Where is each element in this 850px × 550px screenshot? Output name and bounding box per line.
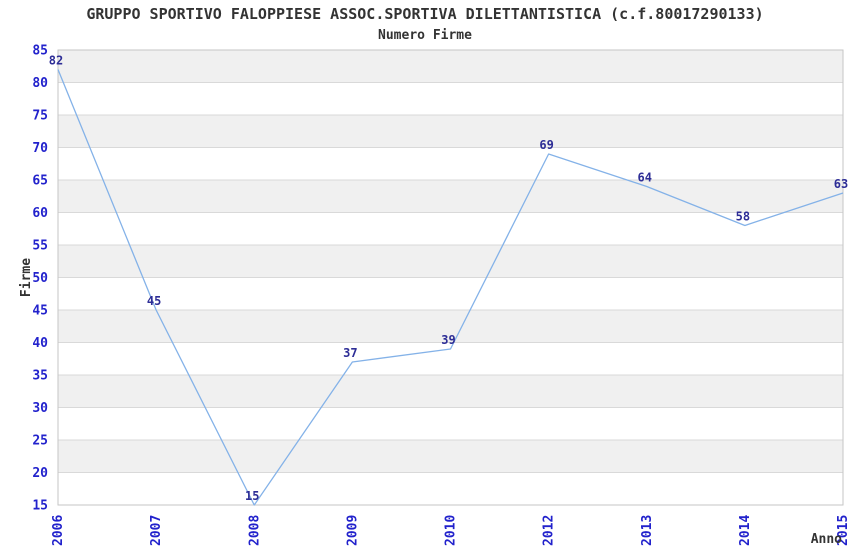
point-label: 63: [834, 177, 848, 191]
x-axis-title: Anno: [811, 532, 842, 547]
y-tick-label: 75: [32, 109, 48, 124]
x-tick-label: 2008: [247, 515, 262, 546]
y-tick-label: 25: [32, 434, 48, 449]
y-tick-label: 40: [32, 336, 48, 351]
y-axis-title: Firme: [19, 258, 34, 297]
point-label: 82: [49, 54, 63, 68]
plot-band: [58, 115, 843, 148]
plot-border: [57, 49, 844, 506]
x-tick-label: 2007: [149, 515, 164, 546]
point-label: 15: [245, 489, 259, 503]
point-label: 45: [147, 294, 161, 308]
x-tick-label: 2015: [836, 515, 850, 546]
point-label: 58: [736, 210, 750, 224]
y-tick-label: 80: [32, 76, 48, 91]
y-tick-label: 65: [32, 174, 48, 189]
plot-band: [58, 180, 843, 213]
x-tick-label: 2006: [51, 515, 66, 546]
y-tick-label: 60: [32, 206, 48, 221]
y-tick-label: 15: [32, 499, 48, 514]
point-label: 69: [539, 138, 553, 152]
y-tick-label: 30: [32, 401, 48, 416]
y-tick-label: 50: [32, 271, 48, 286]
chart-title: GRUPPO SPORTIVO FALOPPIESE ASSOC.SPORTIV…: [86, 5, 764, 23]
plot-band: [58, 310, 843, 343]
point-label: 37: [343, 346, 357, 360]
y-tick-label: 70: [32, 141, 48, 156]
data-line: [57, 69, 844, 506]
y-tick-label: 55: [32, 239, 48, 254]
point-label: 64: [638, 171, 652, 185]
point-label: 39: [441, 333, 455, 347]
chart-subtitle: Numero Firme: [378, 28, 472, 43]
plot-band: [58, 245, 843, 278]
x-tick-label: 2014: [738, 515, 753, 546]
y-tick-label: 20: [32, 466, 48, 481]
y-tick-label: 45: [32, 304, 48, 319]
plot-band: [58, 50, 843, 83]
x-tick-label: 2012: [542, 515, 557, 546]
plot-band: [58, 440, 843, 473]
y-tick-label: 35: [32, 369, 48, 384]
x-tick-label: 2010: [444, 515, 459, 546]
plot-band: [58, 375, 843, 408]
x-tick-label: 2009: [345, 515, 360, 546]
y-tick-label: 85: [32, 44, 48, 59]
x-tick-label: 2013: [640, 515, 655, 546]
